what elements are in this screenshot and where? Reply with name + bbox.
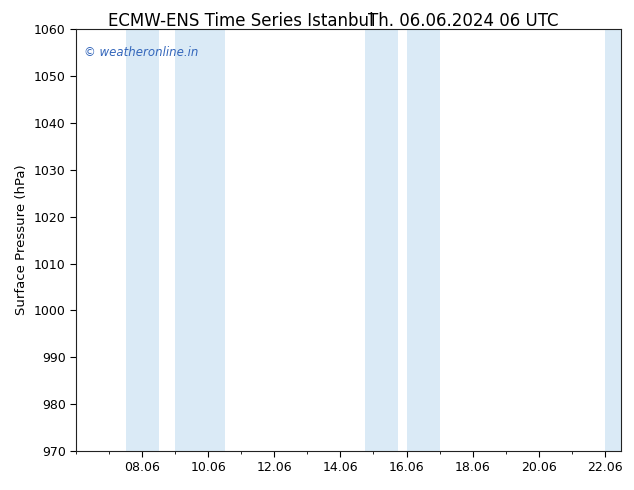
Bar [365,29,398,451]
Bar [175,29,225,451]
Bar [605,29,621,451]
Text: ECMW-ENS Time Series Istanbul: ECMW-ENS Time Series Istanbul [108,12,373,30]
Text: © weatheronline.in: © weatheronline.in [84,46,198,59]
Bar [126,29,158,451]
Text: Th. 06.06.2024 06 UTC: Th. 06.06.2024 06 UTC [368,12,558,30]
Y-axis label: Surface Pressure (hPa): Surface Pressure (hPa) [15,165,29,316]
Bar [406,29,439,451]
